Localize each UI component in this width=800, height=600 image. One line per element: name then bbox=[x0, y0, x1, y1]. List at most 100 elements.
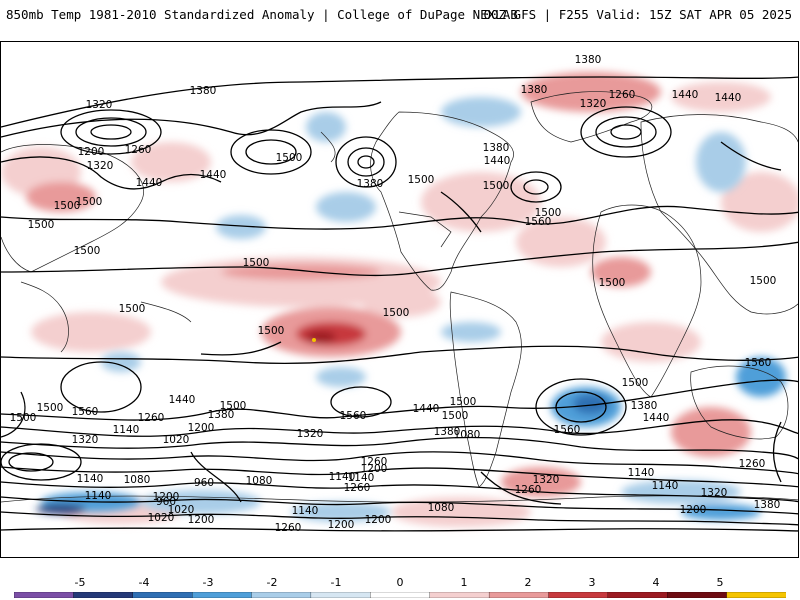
colorbar-label: 5 bbox=[716, 576, 724, 589]
contour-label: 1500 bbox=[37, 402, 64, 414]
header: 850mb Temp 1981-2010 Standardized Anomal… bbox=[0, 0, 800, 30]
contour-label: 1140 bbox=[77, 473, 104, 485]
colorbar-bar bbox=[14, 592, 786, 598]
contour-label: 1080 bbox=[124, 474, 151, 486]
contour-label: 1380 bbox=[575, 54, 602, 66]
contour-label: 1560 bbox=[72, 406, 99, 418]
contour-label: 1200 bbox=[680, 504, 707, 516]
colorbar-segment bbox=[488, 592, 550, 598]
height-contours bbox=[1, 76, 798, 532]
colorbar-segment bbox=[73, 592, 134, 598]
colorbar-label: -3 bbox=[202, 576, 214, 589]
contour-label: 1560 bbox=[525, 216, 552, 228]
contour-label: 1260 bbox=[344, 482, 371, 494]
contour-label: 1380 bbox=[754, 499, 781, 511]
contour-label: 1140 bbox=[348, 472, 375, 484]
contour-label: 1380 bbox=[483, 142, 510, 154]
contour-label: 1500 bbox=[54, 200, 81, 212]
colorbar-segment bbox=[251, 592, 312, 598]
contour-label: 1500 bbox=[408, 174, 435, 186]
contour-label: 1500 bbox=[220, 400, 247, 412]
contour-label: 1260 bbox=[739, 458, 766, 470]
colorbar-label: -5 bbox=[74, 576, 86, 589]
map-svg: 1380138013801380132012601440144013801320… bbox=[1, 54, 798, 534]
colorbar-label: -4 bbox=[138, 576, 150, 589]
contour-label: 1320 bbox=[72, 434, 99, 446]
contour-label: 1320 bbox=[297, 428, 324, 440]
contour-label: 1500 bbox=[599, 277, 626, 289]
colorbar-legend: -5 -4 -3 -2 -1 0 1 2 3 4 5 bbox=[0, 570, 800, 600]
contour-label: 1500 bbox=[76, 196, 103, 208]
contour-label: 1500 bbox=[258, 325, 285, 337]
colorbar-label: 3 bbox=[588, 576, 596, 589]
contour-label: 1080 bbox=[246, 475, 273, 487]
contour-label: 1020 bbox=[163, 434, 190, 446]
colorbar-segment bbox=[132, 592, 193, 598]
contour-label: 1320 bbox=[86, 99, 113, 111]
colorbar-segment bbox=[607, 592, 668, 598]
contour-label: 1020 bbox=[148, 512, 175, 524]
contour-label: 1200 bbox=[328, 519, 355, 531]
contour-label: 1440 bbox=[715, 92, 742, 104]
contour-label: 1500 bbox=[10, 412, 37, 424]
contour-label: 1200 bbox=[188, 514, 215, 526]
contour-label: 1260 bbox=[515, 484, 542, 496]
contour-label: 1200 bbox=[153, 491, 180, 503]
colorbar-segment bbox=[429, 592, 490, 598]
model-run-info: 00Z GFS | F255 Valid: 15Z SAT APR 05 202… bbox=[483, 7, 792, 22]
contour-label: 1440 bbox=[643, 412, 670, 424]
contour-label: 1140 bbox=[85, 490, 112, 502]
contour-label: 1380 bbox=[208, 409, 235, 421]
contour-label: 1380 bbox=[190, 85, 217, 97]
colorbar-label: 0 bbox=[396, 576, 404, 589]
contour-label: 1260 bbox=[125, 144, 152, 156]
colorbar-label: 1 bbox=[460, 576, 468, 589]
colorbar-segment bbox=[14, 592, 75, 598]
contour-label: 1440 bbox=[200, 169, 227, 181]
contour-label: 1260 bbox=[275, 522, 302, 534]
contour-label: 1320 bbox=[580, 98, 607, 110]
colorbar-label: -2 bbox=[266, 576, 278, 589]
contour-label: 1080 bbox=[454, 429, 481, 441]
contour-label: 1080 bbox=[428, 502, 455, 514]
colorbar-segment bbox=[726, 592, 786, 598]
contour-label: 1500 bbox=[243, 257, 270, 269]
contour-label: 1140 bbox=[628, 467, 655, 479]
contour-label: 1260 bbox=[609, 89, 636, 101]
colorbar-segment bbox=[667, 592, 728, 598]
contour-label: 1380 bbox=[357, 178, 384, 190]
anomaly-map: 1380138013801380132012601440144013801320… bbox=[0, 41, 799, 558]
contour-label: 1440 bbox=[136, 177, 163, 189]
contour-label: 1500 bbox=[276, 152, 303, 164]
contour-label: 1020 bbox=[168, 504, 195, 516]
contour-label: 1500 bbox=[750, 275, 777, 287]
map-title: 850mb Temp 1981-2010 Standardized Anomal… bbox=[6, 7, 518, 22]
contour-label: 1200 bbox=[188, 422, 215, 434]
contour-label: 1140 bbox=[113, 424, 140, 436]
contour-label: 1200 bbox=[361, 463, 388, 475]
contour-label: 1380 bbox=[434, 426, 461, 438]
contour-label: 1440 bbox=[413, 403, 440, 415]
contour-label: 1200 bbox=[365, 514, 392, 526]
colorbar-segment bbox=[192, 592, 253, 598]
colorbar-label: 4 bbox=[652, 576, 660, 589]
contour-label: 1500 bbox=[74, 245, 101, 257]
contour-label: 1500 bbox=[442, 410, 469, 422]
contour-label: 1500 bbox=[483, 180, 510, 192]
contour-label: 1320 bbox=[87, 160, 114, 172]
cold-anomaly-shading bbox=[36, 97, 786, 522]
colorbar-segment bbox=[370, 592, 431, 598]
contour-label: 1500 bbox=[535, 207, 562, 219]
contour-label: 1500 bbox=[622, 377, 649, 389]
contour-label: 1140 bbox=[292, 505, 319, 517]
contour-label: 960 bbox=[156, 496, 176, 508]
colorbar-label: -1 bbox=[330, 576, 342, 589]
contour-label: 1320 bbox=[533, 474, 560, 486]
contour-label: 1380 bbox=[631, 400, 658, 412]
colorbar-segment bbox=[548, 592, 609, 598]
contour-label: 1320 bbox=[701, 487, 728, 499]
contour-label: 1380 bbox=[521, 84, 548, 96]
contour-labels: 1380138013801380132012601440144013801320… bbox=[10, 54, 781, 534]
colorbar-segment bbox=[310, 592, 371, 598]
contour-label: 1260 bbox=[138, 412, 165, 424]
